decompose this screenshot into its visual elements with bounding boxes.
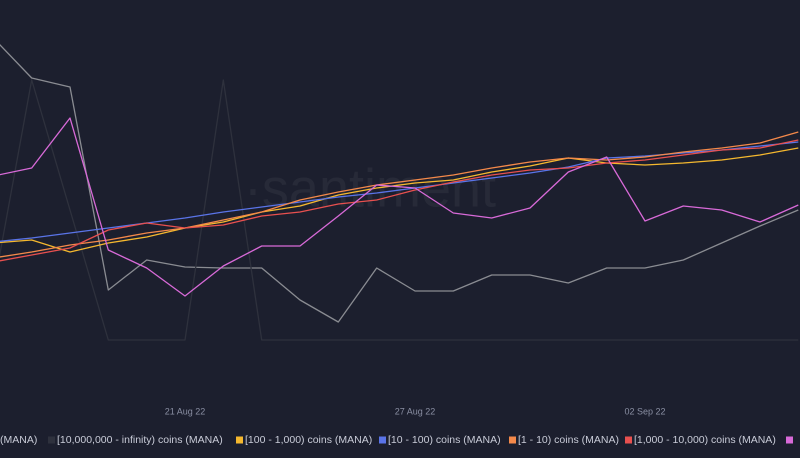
legend-label: [1,000 - 10,000) coins (MANA)	[634, 434, 776, 446]
legend-swatch	[509, 436, 516, 444]
series-line	[0, 147, 799, 253]
series-line	[0, 139, 799, 262]
legend-label: [10,000,000 - infinity) coins (MANA)	[57, 434, 223, 446]
series-line	[0, 131, 799, 258]
legend-label: [100 - 1,000) coins (MANA)	[245, 434, 372, 446]
legend-swatch	[236, 436, 243, 444]
legend-swatch	[625, 436, 632, 444]
series-line	[0, 117, 799, 297]
legend-swatch	[379, 436, 386, 444]
series-line	[0, 44, 799, 323]
x-tick-label: 21 Aug 22	[165, 406, 206, 416]
series-line	[0, 79, 799, 341]
x-tick-label: 02 Sep 22	[624, 406, 665, 416]
legend-label: (MANA)	[0, 434, 37, 446]
legend-label: [1 - 10) coins (MANA)	[518, 434, 619, 446]
legend-label: [10 - 100) coins (MANA)	[388, 434, 501, 446]
legend-swatch	[48, 436, 55, 444]
x-tick-label: 27 Aug 22	[395, 406, 436, 416]
legend-swatch	[786, 436, 793, 444]
